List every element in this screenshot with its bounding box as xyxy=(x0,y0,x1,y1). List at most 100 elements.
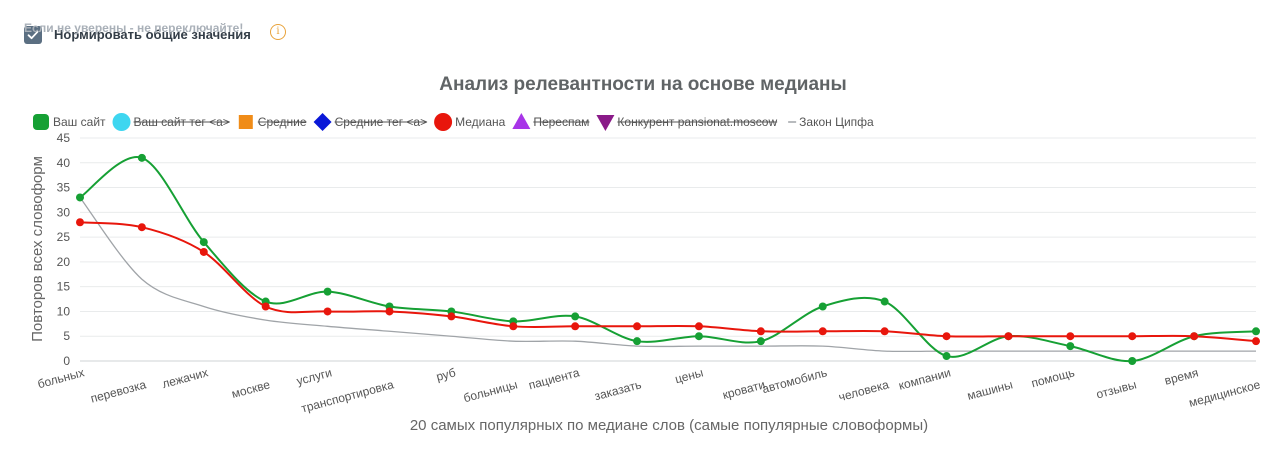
x-tick-label: время xyxy=(1163,365,1200,387)
data-point[interactable] xyxy=(1004,332,1013,341)
data-point[interactable] xyxy=(694,332,703,341)
data-point[interactable] xyxy=(880,327,889,336)
data-point[interactable] xyxy=(323,307,332,316)
data-point[interactable] xyxy=(199,238,208,247)
data-point[interactable] xyxy=(633,322,642,331)
y-tick-label: 40 xyxy=(57,156,71,170)
data-point[interactable] xyxy=(1128,332,1137,341)
y-tick-label: 5 xyxy=(63,329,70,343)
data-point[interactable] xyxy=(1190,332,1199,341)
series-ваш-сайт xyxy=(76,153,1260,365)
x-tick-label: цены xyxy=(673,365,704,386)
x-tick-label: больницы xyxy=(462,377,519,405)
data-point[interactable] xyxy=(76,218,84,227)
x-tick-label: больных xyxy=(36,365,86,391)
legend-item[interactable]: Ваш сайт xyxy=(33,114,106,130)
x-tick-label: машины xyxy=(966,377,1015,403)
y-tick-label: 10 xyxy=(57,304,71,318)
x-tick-label: человека xyxy=(837,377,891,404)
legend-item[interactable]: Конкурент pansionat.moscow xyxy=(596,115,777,131)
x-tick-label: заказать xyxy=(593,377,643,403)
data-point[interactable] xyxy=(756,337,765,346)
normalize-checkbox[interactable] xyxy=(24,26,42,44)
normalize-label[interactable]: Нормировать общие значения xyxy=(54,27,251,42)
series-line xyxy=(79,156,1257,363)
data-point[interactable] xyxy=(323,287,332,296)
legend-marker xyxy=(112,113,131,131)
series-медиана xyxy=(76,218,1260,346)
info-icon[interactable]: i xyxy=(270,24,286,40)
y-tick-label: 30 xyxy=(57,205,71,219)
legend-item[interactable]: Ваш сайт тег <a> xyxy=(112,113,230,131)
data-point[interactable] xyxy=(880,297,889,306)
normalize-hint: Если не уверены - не переключайте! xyxy=(24,21,244,35)
data-point[interactable] xyxy=(447,312,456,321)
x-tick-label: услуги xyxy=(295,365,333,388)
series-закон-ципфа xyxy=(79,197,1256,353)
legend-label: Медиана xyxy=(455,115,506,129)
x-tick-label: руб xyxy=(435,365,458,384)
check-icon xyxy=(27,30,39,40)
x-tick-label: пациента xyxy=(527,365,581,392)
chart-title: Анализ релевантности на основе медианы xyxy=(439,74,846,95)
x-tick-labels: больных перевозка лежачих москвеуслугитранс… xyxy=(36,365,1262,415)
legend-marker xyxy=(238,115,253,129)
x-tick-label: отзывы xyxy=(1095,377,1138,401)
legend-item[interactable]: Переспам xyxy=(512,113,590,129)
legend-item[interactable]: Средние тег <a> xyxy=(313,113,428,131)
legend-marker xyxy=(596,115,615,131)
data-point[interactable] xyxy=(137,153,146,162)
data-point[interactable] xyxy=(1066,342,1075,351)
data-point[interactable] xyxy=(1128,357,1137,365)
data-point[interactable] xyxy=(818,302,827,311)
y-tick-labels: 0 5 10 15 20 25 30 35 40 45 xyxy=(57,131,71,368)
x-tick-label: медицинское xyxy=(1187,377,1262,410)
data-point[interactable] xyxy=(633,337,642,346)
chart-series xyxy=(76,153,1260,365)
x-tick-label: автомобиль xyxy=(761,365,829,396)
x-tick-label: помощь xyxy=(1030,365,1076,390)
data-point[interactable] xyxy=(818,327,827,336)
y-axis-label: Повторов всех словоформ xyxy=(29,156,46,342)
data-point[interactable] xyxy=(137,223,146,232)
y-tick-label: 45 xyxy=(57,131,71,145)
x-tick-label: москве xyxy=(230,377,272,401)
data-point[interactable] xyxy=(385,307,394,316)
chart-legend: Ваш сайт Ваш сайт тег <a> Средние Средние т… xyxy=(33,113,874,131)
series-line xyxy=(79,221,1257,343)
data-point[interactable] xyxy=(199,247,208,256)
y-tick-label: 20 xyxy=(57,255,71,269)
y-gridlines xyxy=(80,137,1256,362)
legend-item[interactable]: Закон Ципфа xyxy=(788,115,874,129)
x-tick-label: компании xyxy=(897,365,952,392)
data-point[interactable] xyxy=(76,193,84,202)
y-tick-label: 0 xyxy=(63,354,70,368)
series-line xyxy=(79,197,1256,353)
legend-marker xyxy=(512,113,531,129)
data-point[interactable] xyxy=(942,332,951,341)
x-tick-label: лежачих xyxy=(161,365,210,391)
x-tick-label: кровати xyxy=(721,377,767,402)
legend-marker xyxy=(434,113,453,131)
legend-marker xyxy=(313,113,332,131)
data-point[interactable] xyxy=(1066,332,1075,341)
data-point[interactable] xyxy=(1252,337,1260,346)
x-tick-label: перевозка xyxy=(89,377,148,405)
y-tick-label: 35 xyxy=(57,181,71,195)
data-point[interactable] xyxy=(1252,327,1260,336)
y-tick-label: 15 xyxy=(57,280,71,294)
data-point[interactable] xyxy=(571,312,580,321)
legend-label: Ваш сайт xyxy=(53,115,106,129)
data-point[interactable] xyxy=(261,302,270,311)
data-point[interactable] xyxy=(571,322,580,331)
data-point[interactable] xyxy=(756,327,765,336)
data-point[interactable] xyxy=(942,352,951,361)
x-axis-label: 20 самых популярных по медиане слов (сам… xyxy=(410,417,928,434)
legend-item[interactable]: Медиана xyxy=(434,113,506,131)
data-point[interactable] xyxy=(694,322,703,331)
legend-marker xyxy=(33,114,49,130)
data-point[interactable] xyxy=(509,322,518,331)
legend-item[interactable]: Средние xyxy=(238,115,307,129)
y-tick-label: 25 xyxy=(57,230,71,244)
